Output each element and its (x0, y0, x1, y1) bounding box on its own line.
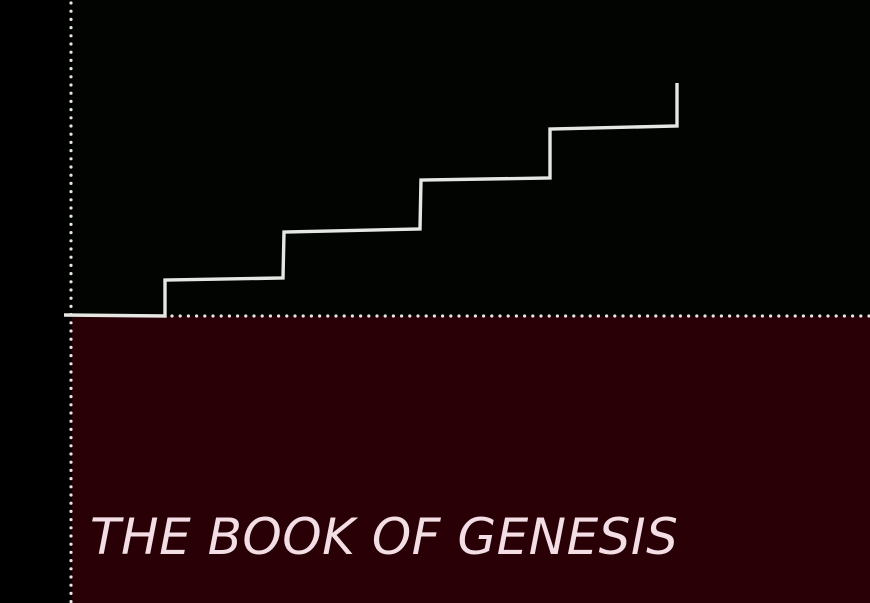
slide-title: THE BOOK OF GENESIS (90, 508, 679, 566)
staircase-line (63, 83, 679, 318)
lower-panel (72, 316, 870, 603)
upper-panel (72, 0, 870, 316)
